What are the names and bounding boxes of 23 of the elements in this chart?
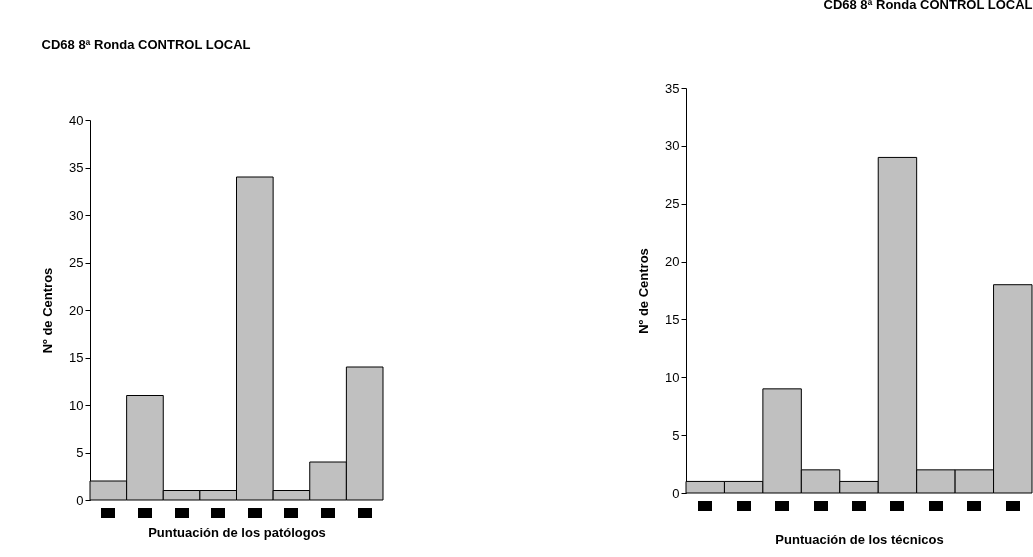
y-tick-label: 0 (76, 492, 84, 508)
y-tick-label: 15 (665, 311, 680, 327)
y-tick-label: 30 (69, 207, 84, 223)
y-tick-label: 10 (69, 397, 84, 413)
y-tick-label: 20 (69, 302, 84, 318)
y-axis-title: Nº de Centros (40, 267, 56, 354)
x-axis-title: Puntuación de los patólogos (148, 524, 326, 540)
y-tick-label: 35 (665, 80, 680, 96)
chart-title: CD68 8ª Ronda CONTROL LOCAL (823, 0, 1033, 12)
x-axis-title: Puntuación de los técnicos (775, 531, 944, 547)
y-tick-label: 30 (665, 138, 680, 154)
y-tick-label: 15 (69, 350, 84, 365)
y-tick-label: 5 (672, 427, 680, 443)
y-tick-label: 5 (76, 445, 84, 460)
y-axis-title: Nº de Centros (636, 248, 652, 334)
y-tick-label: 35 (69, 160, 84, 175)
y-tick-label: 25 (665, 196, 680, 212)
y-tick-label: 20 (665, 254, 680, 270)
chart-title: CD68 8ª Ronda CONTROL LOCAL (41, 37, 251, 52)
y-tick-label: 10 (665, 369, 680, 385)
y-tick-label: 40 (69, 112, 84, 128)
y-tick-label: 0 (672, 485, 680, 501)
y-tick-label: 25 (69, 255, 84, 270)
